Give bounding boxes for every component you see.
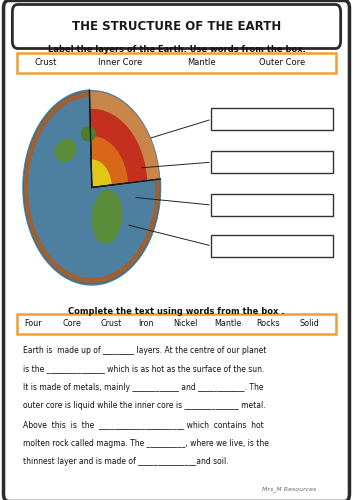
Wedge shape — [90, 110, 146, 188]
Circle shape — [56, 137, 127, 238]
Text: Nickel: Nickel — [173, 319, 198, 328]
Circle shape — [72, 160, 111, 215]
Text: Above  this  is  the  ______________________ which  contains  hot: Above this is the ______________________… — [23, 420, 264, 429]
Text: Solid: Solid — [299, 319, 319, 328]
Text: thinnest layer and is made of _______________and soil.: thinnest layer and is made of __________… — [23, 457, 229, 466]
FancyBboxPatch shape — [17, 52, 336, 72]
Text: Mantle: Mantle — [187, 58, 216, 67]
Text: Earth is  made up of ________ layers. At the centre of our planet: Earth is made up of ________ layers. At … — [23, 346, 266, 355]
Text: Mantle: Mantle — [214, 319, 241, 328]
Circle shape — [24, 92, 159, 283]
Text: is the _______________ which is as hot as the surface of the sun.: is the _______________ which is as hot a… — [23, 364, 264, 374]
Text: Crust: Crust — [101, 319, 122, 328]
FancyBboxPatch shape — [4, 0, 349, 500]
Text: Inner Core: Inner Core — [98, 58, 142, 67]
Text: Mrs_M Resources: Mrs_M Resources — [262, 486, 316, 492]
Circle shape — [25, 93, 158, 282]
Text: molten rock called magma. The __________, where we live, is the: molten rock called magma. The __________… — [23, 438, 269, 448]
Wedge shape — [91, 160, 111, 188]
Text: THE STRUCTURE OF THE EARTH: THE STRUCTURE OF THE EARTH — [72, 20, 281, 32]
Wedge shape — [90, 137, 127, 188]
Text: outer core is liquid while the inner core is ______________ metal.: outer core is liquid while the inner cor… — [23, 402, 265, 410]
Text: Outer Core: Outer Core — [259, 58, 306, 67]
FancyBboxPatch shape — [211, 108, 333, 130]
Circle shape — [37, 110, 147, 266]
Ellipse shape — [82, 127, 95, 140]
Wedge shape — [23, 90, 161, 285]
Text: Label the layers of the Earth. Use words from the box.: Label the layers of the Earth. Use words… — [48, 46, 305, 54]
Text: Complete the text using words from the box .: Complete the text using words from the b… — [68, 306, 285, 316]
Text: It is made of metals, mainly ____________ and ____________. The: It is made of metals, mainly ___________… — [23, 383, 263, 392]
FancyBboxPatch shape — [17, 314, 336, 334]
FancyBboxPatch shape — [211, 235, 333, 257]
Text: Four: Four — [25, 319, 42, 328]
Wedge shape — [89, 92, 159, 180]
FancyBboxPatch shape — [211, 151, 333, 173]
Text: Crust: Crust — [35, 58, 57, 67]
Text: Rocks: Rocks — [257, 319, 280, 328]
Circle shape — [23, 90, 161, 285]
FancyBboxPatch shape — [12, 4, 341, 49]
Text: Core: Core — [63, 319, 82, 328]
Wedge shape — [25, 92, 159, 282]
Ellipse shape — [55, 140, 76, 162]
Wedge shape — [25, 92, 159, 282]
Ellipse shape — [92, 190, 121, 244]
FancyBboxPatch shape — [211, 194, 333, 216]
Text: Iron: Iron — [139, 319, 154, 328]
Wedge shape — [24, 92, 160, 284]
